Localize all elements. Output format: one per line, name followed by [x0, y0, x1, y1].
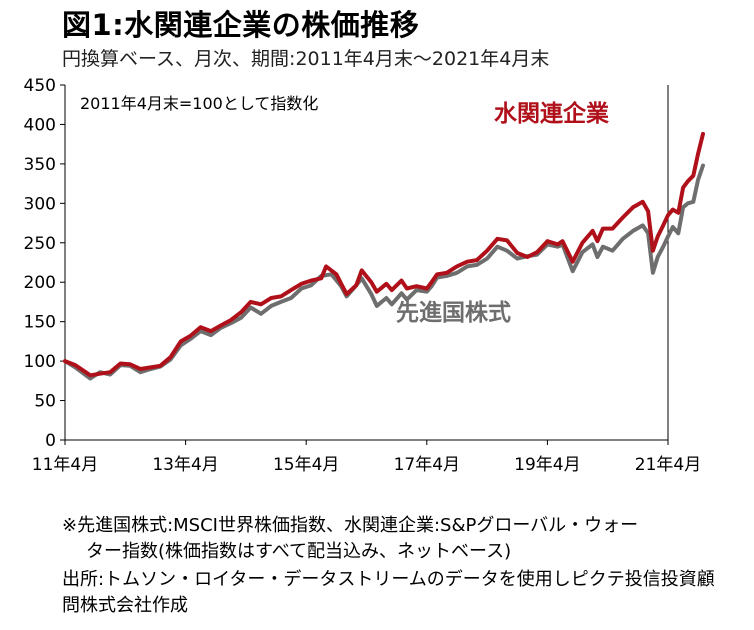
y-tick-label: 150 — [24, 313, 56, 333]
y-tick-label: 0 — [45, 431, 56, 451]
series-label-developed: 先進国株式 — [396, 300, 511, 326]
line-chart: 0 50 100 150 200 250 300 350 400 450 11年4月 13年4月 15年… — [24, 76, 705, 475]
page-title: 図1:水関連企業の株価推移 — [62, 8, 420, 42]
x-tick-label: 21年4月 — [635, 455, 701, 475]
y-tick-label: 350 — [24, 155, 56, 175]
x-tick-label: 17年4月 — [394, 455, 460, 475]
source-line-1: 出所:トムソン・ロイター・データストリームのデータを使用しピクテ投信投資顧 — [62, 569, 715, 590]
y-tick-label: 250 — [24, 234, 56, 254]
index-note: 2011年4月末=100として指数化 — [80, 94, 318, 113]
y-tick-label: 300 — [24, 194, 56, 214]
y-tick-label: 100 — [24, 352, 56, 372]
series-label-water: 水関連企業 — [494, 100, 610, 127]
page-subtitle: 円換算ベース、月次、期間:2011年4月末〜2021年4月末 — [62, 48, 550, 70]
y-tick-label: 200 — [24, 273, 56, 293]
series-line-water — [63, 131, 705, 378]
x-tick-label: 15年4月 — [273, 455, 339, 475]
x-tick-label: 13年4月 — [152, 455, 218, 475]
series-line-developed — [63, 163, 705, 381]
footnote-line-1: ※先進国株式:MSCI世界株価指数、水関連企業:S&Pグローバル・ウォー — [62, 515, 639, 536]
y-tick-label: 50 — [34, 392, 56, 412]
source-line-2: 問株式会社作成 — [62, 595, 188, 616]
x-tick-label: 11年4月 — [32, 455, 98, 475]
x-tick-label: 19年4月 — [514, 455, 580, 475]
y-tick-label: 400 — [24, 115, 56, 135]
footnote-line-2: ター指数(株価指数はすべて配当込み、ネットベース) — [86, 541, 512, 562]
y-tick-label: 450 — [24, 76, 56, 96]
